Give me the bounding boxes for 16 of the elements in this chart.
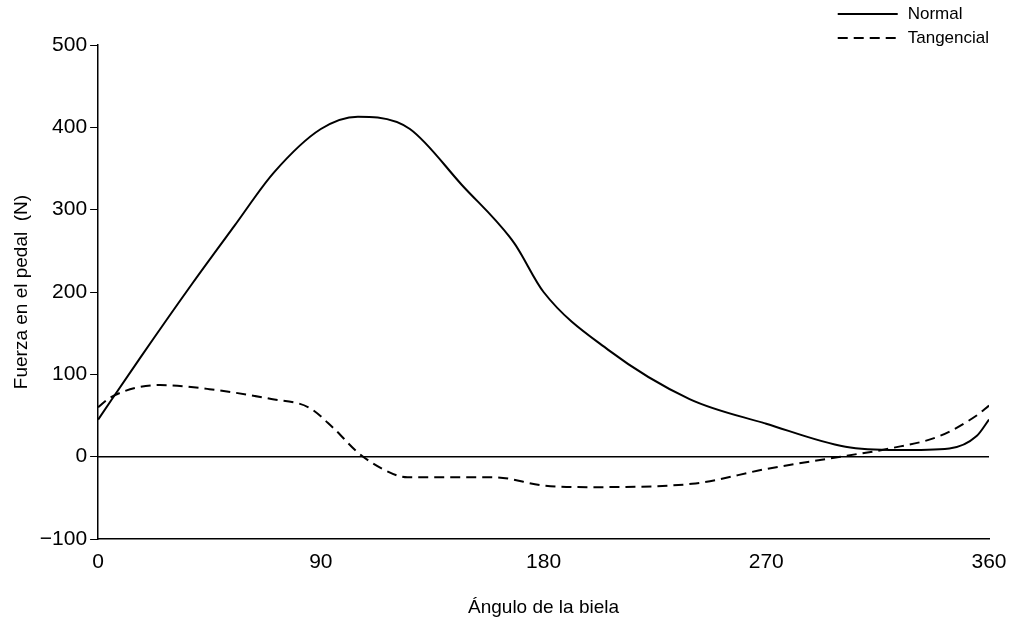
x-tick-label: 360 [971, 549, 1007, 573]
y-tick-label: 300 [52, 196, 88, 220]
y-tick-label: 0 [75, 443, 88, 467]
x-tick-label: 90 [309, 549, 333, 573]
x-tick-label: 180 [526, 549, 562, 573]
y-tick-label: 500 [52, 31, 88, 55]
legend-label: Tangencial [907, 27, 989, 47]
x-tick-label: 0 [92, 549, 104, 573]
x-tick-label: 270 [748, 549, 784, 573]
legend-label: Normal [907, 3, 963, 23]
x-axis-title: Ángulo de la biela [468, 595, 620, 617]
y-tick-label: 200 [52, 278, 88, 302]
y-tick-label: −100 [39, 525, 88, 549]
y-tick-label: 100 [52, 361, 88, 385]
y-tick-label: 400 [52, 114, 88, 138]
y-axis-title: Fuerza en el pedal (N) [9, 194, 31, 390]
